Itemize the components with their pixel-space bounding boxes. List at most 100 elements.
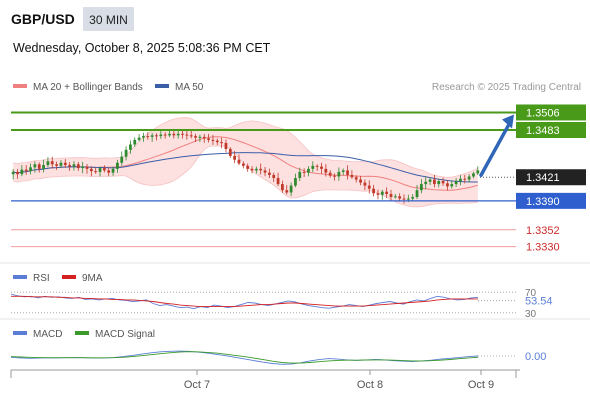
candle-body: [315, 165, 319, 167]
candle-body: [302, 171, 306, 173]
candle-body: [124, 149, 128, 157]
candle-body: [94, 171, 98, 173]
rsi-ma-legend-label: 9MA: [82, 273, 103, 284]
x-axis-ticks: Oct 7 Oct 8 Oct 9: [184, 370, 494, 391]
macd-signal-legend-label: MACD Signal: [95, 329, 155, 340]
bollinger-lower-line: [13, 145, 478, 208]
candle-body: [55, 164, 58, 166]
candle-body: [155, 135, 158, 137]
candle-body: [107, 170, 111, 173]
candle-body: [111, 168, 115, 173]
candle-body: [146, 136, 150, 138]
candle-body: [320, 166, 323, 169]
bollinger-band: [13, 117, 478, 208]
candle-body: [424, 181, 428, 185]
candle-body: [359, 179, 362, 183]
candle-body: [298, 171, 302, 178]
candle-body: [142, 136, 145, 138]
candle-body: [380, 191, 384, 195]
candle-body: [333, 175, 336, 177]
candle-body: [241, 163, 245, 166]
rsi-legend-label: RSI: [33, 273, 50, 284]
candle-body: [433, 179, 436, 185]
candle-body: [346, 170, 349, 175]
x-axis-tick-label: Oct 7: [184, 379, 210, 391]
candle-body: [267, 172, 271, 175]
symbol-title: GBP/USD: [11, 11, 75, 27]
candle-body: [172, 133, 176, 136]
ma50-swatch: [155, 84, 169, 88]
macd-signal-line: [10, 351, 479, 364]
forecast-arrow-shaft: [479, 120, 512, 177]
candle-body: [476, 170, 480, 174]
timeframe-badge[interactable]: [83, 7, 134, 31]
weak-support-label: 1.3352: [526, 225, 560, 237]
weak-support-label: 1.3330: [526, 242, 560, 254]
candle-body: [211, 139, 215, 141]
resistance-label: 1.3483: [526, 125, 560, 137]
credit-text: Research © 2025 Trading Central: [432, 82, 581, 93]
candle-body: [437, 181, 441, 185]
rsi-ma-swatch: [62, 275, 76, 279]
candle-body: [250, 168, 254, 171]
candle-body: [159, 134, 163, 137]
candle-body: [459, 178, 462, 182]
candle-body: [224, 142, 228, 150]
candle-body: [254, 168, 258, 171]
candle-body: [150, 135, 154, 137]
candle-body: [324, 168, 328, 173]
candle-body: [120, 156, 124, 163]
price-levels: 1.3506 1.3483 1.3421 1.3390 1.3352 1.3330: [11, 104, 586, 254]
candle-body: [372, 188, 375, 194]
candle-body: [63, 162, 67, 166]
candle-body: [415, 190, 419, 198]
candle-body: [463, 178, 467, 180]
candle-body: [350, 174, 354, 178]
candle-body: [220, 142, 224, 144]
candle-body: [168, 133, 171, 136]
candle-body: [181, 133, 184, 135]
candle-body: [307, 168, 310, 173]
ma50-legend-label: MA 50: [175, 82, 204, 93]
candle-body: [428, 179, 432, 182]
candle-body: [263, 170, 267, 173]
rsi-ma-line: [11, 295, 478, 308]
candle-body: [446, 183, 449, 187]
resistance-label-box: [516, 122, 586, 138]
candle-body: [198, 136, 202, 138]
candle-body: [37, 164, 41, 169]
candle-body: [29, 167, 32, 172]
x-axis-tick-label: Oct 8: [357, 379, 383, 391]
candle-body: [233, 155, 237, 160]
candle-body: [24, 169, 28, 172]
candle-body: [11, 171, 15, 175]
candle-body: [272, 174, 276, 178]
current-price-box: [516, 169, 586, 186]
candle-body: [328, 172, 332, 176]
candle-body: [215, 140, 219, 143]
candle-body: [311, 165, 315, 169]
macd-panel: 0.00: [10, 350, 546, 365]
candle-body: [163, 134, 167, 136]
candle-body: [467, 176, 471, 180]
candle-body: [289, 185, 293, 193]
timeframe-label: 30 MIN: [89, 13, 128, 27]
candles: [11, 128, 480, 204]
candle-body: [472, 173, 475, 177]
candle-body: [259, 168, 263, 171]
macd-signal-swatch: [75, 331, 89, 335]
current-price-label: 1.3421: [526, 172, 560, 184]
candle-body: [202, 136, 206, 139]
candle-body: [59, 162, 63, 166]
candle-body: [454, 181, 458, 185]
rsi-level-label: 30: [525, 309, 537, 320]
candle-body: [85, 166, 89, 169]
bollinger-upper-line: [13, 117, 478, 178]
candle-body: [411, 197, 415, 199]
rsi-swatch: [13, 275, 27, 279]
candle-body: [72, 164, 76, 167]
support-label-box: [516, 192, 586, 209]
ma50-line: [13, 152, 478, 183]
